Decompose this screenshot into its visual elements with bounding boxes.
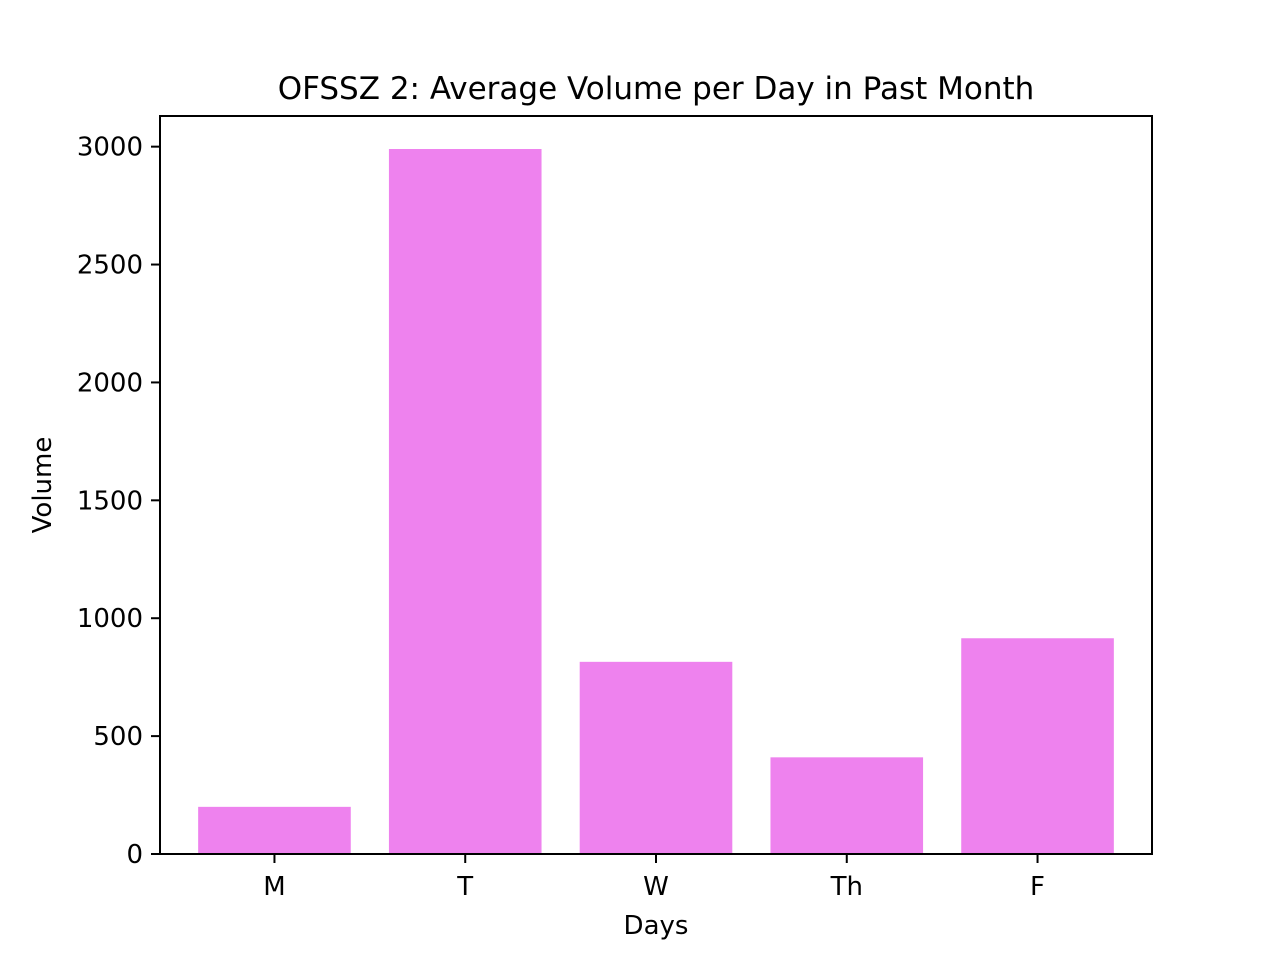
bars-group [198,149,1114,854]
y-tick-label: 0 [126,840,143,870]
y-tick-label: 1000 [77,604,143,634]
bar-m [198,806,351,854]
x-axis-ticks: M T W Th F [263,854,1045,902]
bar-f [961,638,1114,854]
y-tick-label: 1500 [77,486,143,516]
bar-th [770,757,924,854]
y-tick-label: 3000 [77,133,143,163]
y-tick-label: 500 [93,722,143,752]
x-axis-label: Days [624,911,689,941]
x-tick-label: F [1030,872,1045,902]
x-tick-label: T [456,872,473,902]
y-axis-ticks: 0 500 1000 1500 2000 2500 3000 [77,133,160,870]
x-tick-label: Th [830,872,863,902]
y-tick-label: 2500 [77,251,143,281]
chart-title: OFSSZ 2: Average Volume per Day in Past … [278,71,1035,107]
x-tick-label: W [643,872,669,902]
y-tick-label: 2000 [77,368,143,398]
bar-w [579,661,733,854]
bar-t [388,149,542,854]
y-axis-label: Volume [28,437,58,534]
x-tick-label: M [263,872,285,902]
plot-frame [159,115,1153,855]
